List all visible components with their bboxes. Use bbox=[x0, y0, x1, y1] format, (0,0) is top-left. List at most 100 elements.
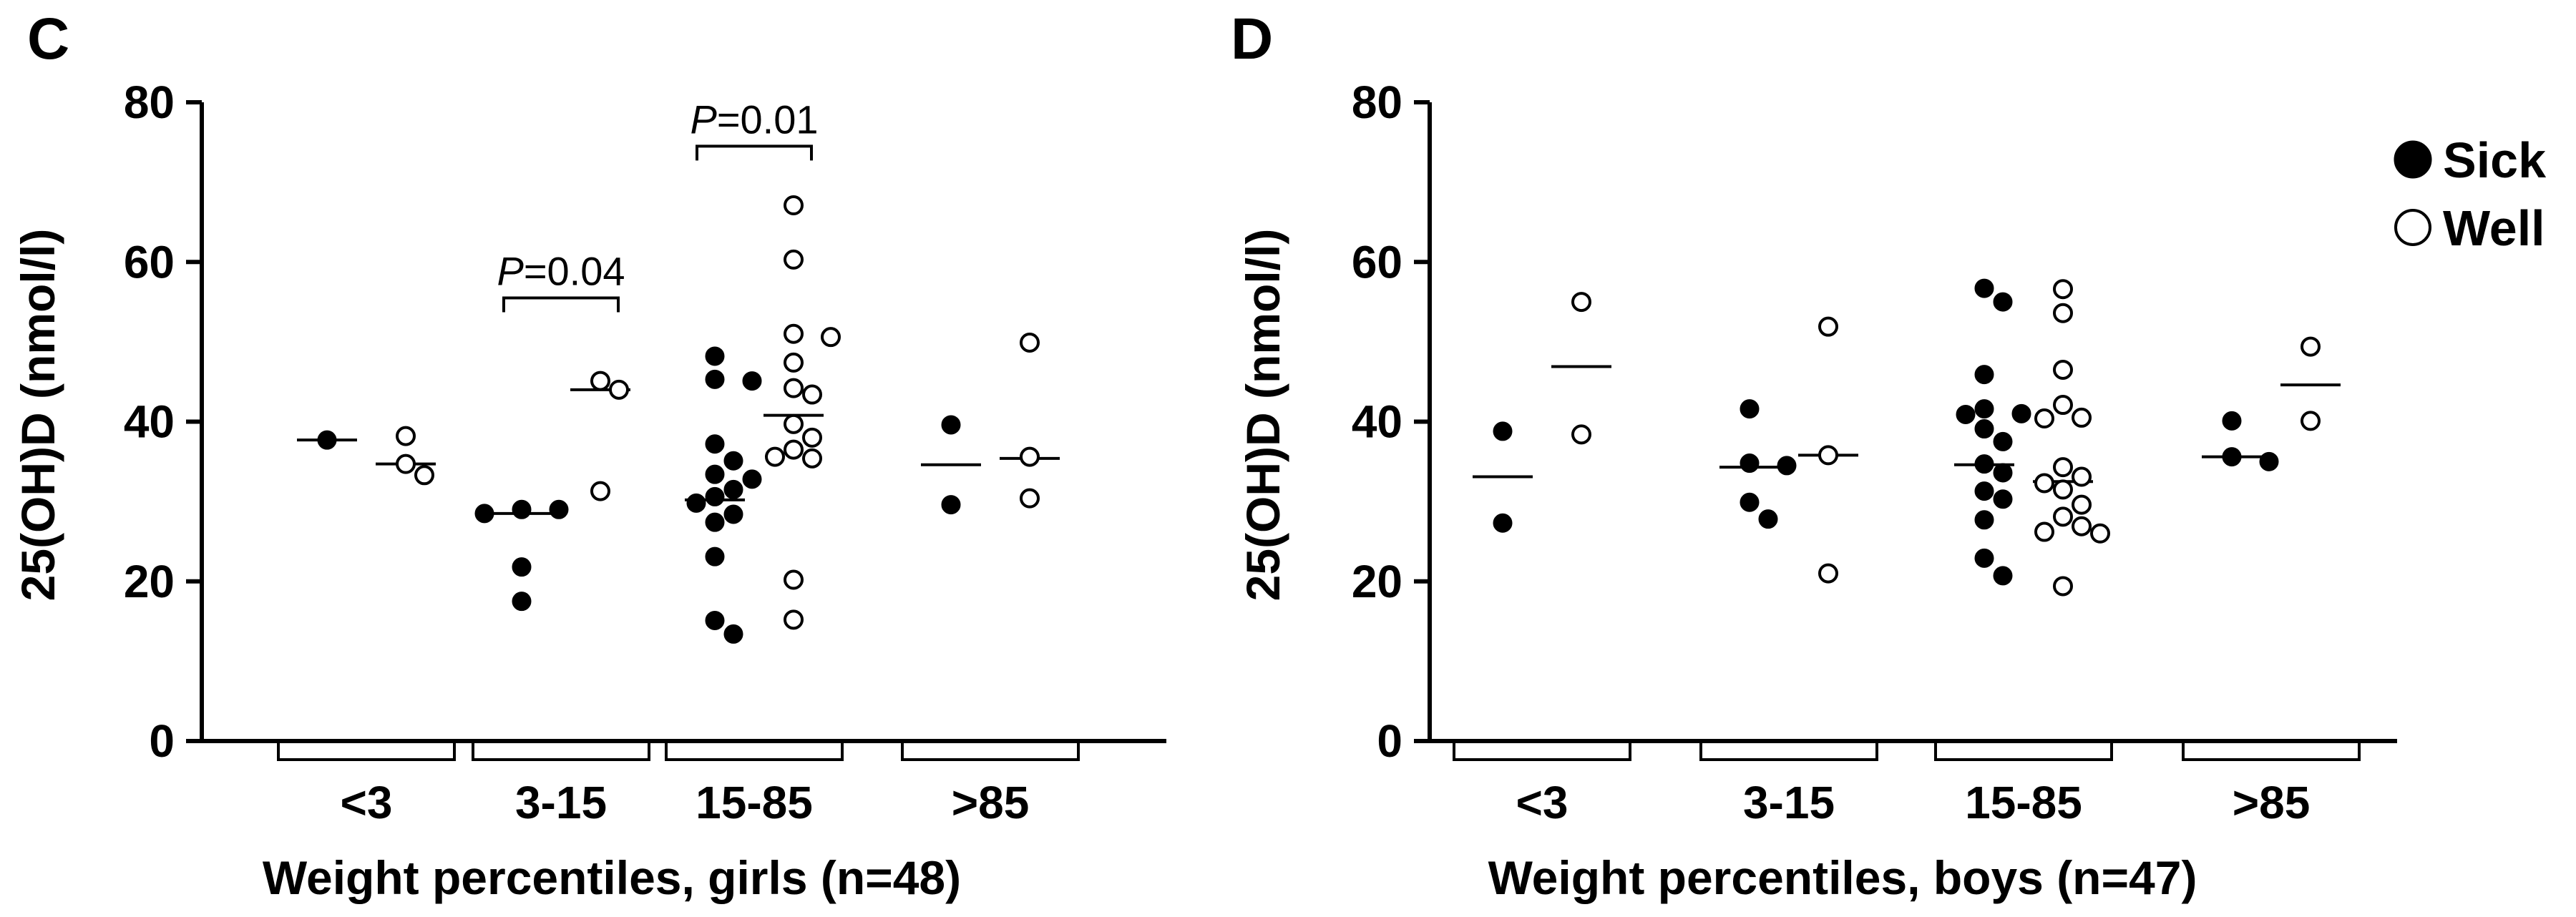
data-point-sick bbox=[1758, 509, 1778, 529]
data-point-sick bbox=[723, 624, 743, 644]
data-point-sick bbox=[742, 371, 762, 391]
data-point-well bbox=[1020, 332, 1040, 353]
x-axis-title-c: Weight percentiles, girls (n=48) bbox=[263, 851, 961, 904]
data-point-sick bbox=[1993, 292, 2013, 312]
y-tick-label: 0 bbox=[149, 715, 175, 767]
p-value-symbol: P bbox=[690, 97, 716, 142]
data-point-well bbox=[784, 439, 804, 460]
data-point-well bbox=[1818, 445, 1838, 466]
y-tick-label: 20 bbox=[1352, 556, 1402, 607]
data-point-sick bbox=[1974, 278, 1994, 298]
data-point-well bbox=[2053, 359, 2073, 380]
data-point-sick bbox=[1974, 454, 1994, 474]
category-bracket bbox=[1699, 743, 1878, 761]
data-point-well bbox=[802, 448, 822, 469]
legend: Sick Well bbox=[2394, 132, 2546, 256]
data-point-well bbox=[1571, 424, 1591, 445]
data-point-sick bbox=[1956, 404, 1976, 424]
data-point-well bbox=[765, 446, 785, 467]
data-point-well bbox=[2053, 303, 2073, 323]
data-point-well bbox=[1571, 292, 1591, 313]
x-category-label: >85 bbox=[2233, 777, 2311, 828]
category-bracket bbox=[1453, 743, 1631, 761]
data-point-well bbox=[784, 609, 804, 630]
data-point-sick bbox=[1740, 399, 1760, 419]
data-point-well bbox=[2053, 395, 2073, 416]
data-point-well bbox=[2072, 516, 2092, 536]
p-value-text: =0.01 bbox=[717, 97, 819, 142]
data-point-well bbox=[2034, 521, 2054, 542]
data-point-well bbox=[2301, 336, 2321, 357]
data-point-sick bbox=[1993, 463, 2013, 483]
data-point-well bbox=[784, 249, 804, 270]
data-point-sick bbox=[2222, 447, 2242, 467]
legend-sick-marker bbox=[2394, 140, 2432, 179]
data-point-well bbox=[1818, 316, 1838, 337]
data-point-sick bbox=[705, 610, 725, 630]
data-point-sick bbox=[512, 592, 532, 612]
data-point-sick bbox=[549, 499, 569, 519]
x-category-label: 15-85 bbox=[696, 777, 813, 828]
data-point-well bbox=[590, 481, 610, 501]
data-point-sick bbox=[1974, 365, 1994, 385]
p-value-annotation: P=0.01 bbox=[690, 97, 818, 142]
data-point-sick bbox=[705, 546, 725, 567]
data-point-well bbox=[2053, 576, 2073, 597]
data-point-sick bbox=[1993, 431, 2013, 451]
data-point-sick bbox=[705, 369, 725, 389]
data-point-well bbox=[784, 413, 804, 434]
p-value-annotation: P=0.04 bbox=[497, 248, 625, 293]
data-point-well bbox=[2301, 411, 2321, 431]
legend-sick-label: Sick bbox=[2443, 132, 2546, 188]
x-category-label: 15-85 bbox=[1965, 777, 2082, 828]
y-tick-label: 60 bbox=[1352, 236, 1402, 288]
data-point-sick bbox=[705, 464, 725, 484]
data-point-sick bbox=[317, 430, 337, 450]
data-point-well bbox=[784, 195, 804, 215]
data-point-well bbox=[2053, 279, 2073, 300]
data-point-well bbox=[784, 323, 804, 344]
data-point-sick bbox=[2259, 451, 2279, 471]
data-point-well bbox=[2072, 407, 2092, 428]
significance-bracket bbox=[502, 296, 620, 313]
data-point-well bbox=[2072, 494, 2092, 515]
data-point-sick bbox=[941, 495, 961, 515]
data-point-sick bbox=[512, 499, 532, 519]
data-point-well bbox=[590, 371, 610, 391]
p-value-text: =0.04 bbox=[524, 248, 625, 293]
y-tick-label: 60 bbox=[124, 236, 175, 288]
data-point-sick bbox=[723, 451, 743, 471]
data-point-sick bbox=[723, 504, 743, 524]
data-point-well bbox=[396, 453, 416, 474]
data-point-sick bbox=[1974, 548, 1994, 568]
category-bracket bbox=[2182, 743, 2361, 761]
p-value-symbol: P bbox=[497, 248, 523, 293]
category-bracket bbox=[901, 743, 1080, 761]
data-point-sick bbox=[1974, 399, 1994, 419]
legend-well-marker bbox=[2394, 209, 2431, 246]
data-point-well bbox=[802, 384, 822, 405]
y-axis-title-d: 25(OH)D (nmol/l) bbox=[1236, 229, 1289, 602]
x-category-label: 3-15 bbox=[1743, 777, 1835, 828]
data-point-well bbox=[784, 352, 804, 373]
data-point-sick bbox=[705, 346, 725, 366]
data-point-sick bbox=[1993, 489, 2013, 509]
significance-bracket bbox=[696, 144, 813, 161]
data-point-sick bbox=[2222, 411, 2242, 431]
data-point-well bbox=[1020, 488, 1040, 509]
category-bracket bbox=[472, 743, 650, 761]
panel-letter-c: C bbox=[27, 6, 69, 72]
data-point-well bbox=[821, 327, 841, 348]
category-bracket bbox=[665, 743, 844, 761]
y-tick-label: 0 bbox=[1377, 715, 1402, 767]
data-point-sick bbox=[1493, 421, 1513, 441]
data-point-well bbox=[784, 378, 804, 398]
data-point-sick bbox=[2011, 403, 2031, 423]
plot-area-d: 0 20 40 60 80 <3 3-15 15-85 >85 bbox=[1352, 77, 2397, 828]
x-category-label: 3-15 bbox=[515, 777, 607, 828]
data-point-sick bbox=[474, 504, 494, 524]
x-category-label: <3 bbox=[1516, 777, 1568, 828]
data-point-well bbox=[2053, 506, 2073, 527]
data-point-sick bbox=[1993, 566, 2013, 586]
